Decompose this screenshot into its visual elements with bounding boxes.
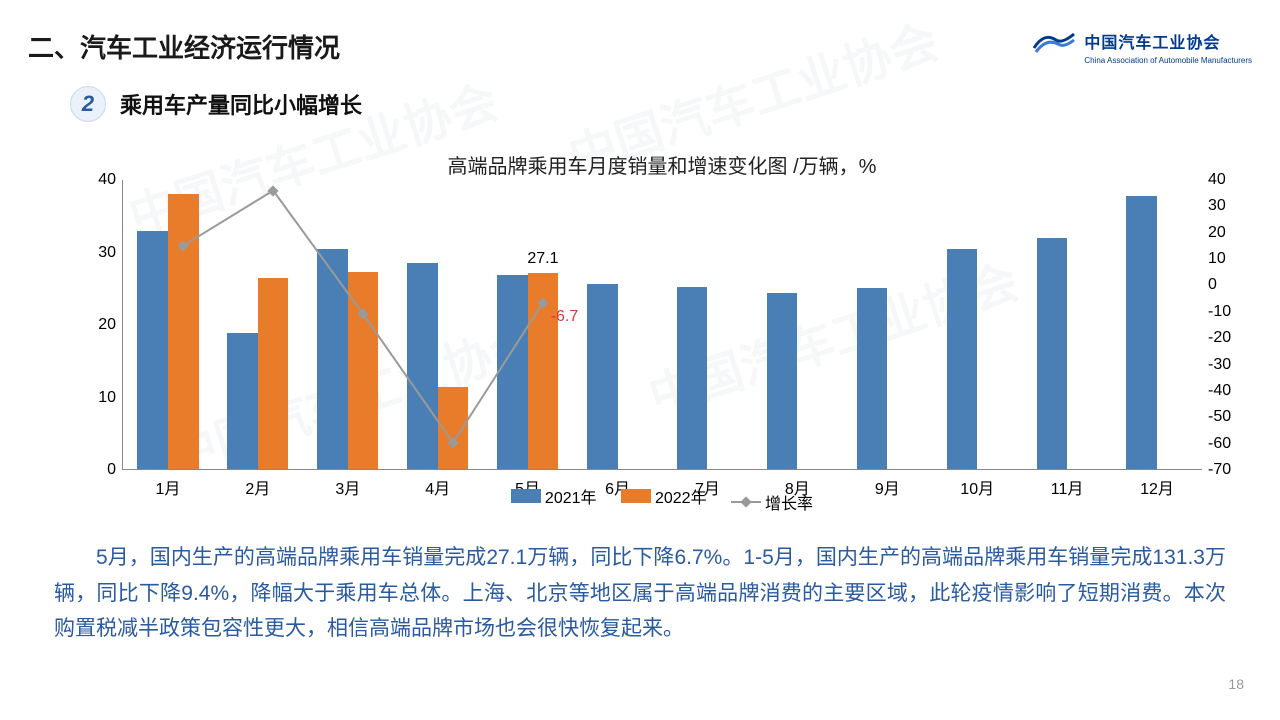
y-left-tick: 10 xyxy=(98,389,116,407)
section-title: 二、汽车工业经济运行情况 xyxy=(28,28,340,65)
y-right-tick: -20 xyxy=(1208,329,1231,347)
y-axis-right: -70-60-50-40-30-20-10010203040 xyxy=(1208,180,1248,470)
header: 二、汽车工业经济运行情况 中国汽车工业协会 China Association … xyxy=(28,28,1252,65)
y-right-tick: 0 xyxy=(1208,276,1217,294)
chart-title: 高端品牌乘用车月度销量和增速变化图 /万辆，% xyxy=(72,150,1252,179)
legend-2021: 2021年 xyxy=(511,484,597,508)
y-right-tick: -70 xyxy=(1208,461,1231,479)
subtitle: 乘用车产量同比小幅增长 xyxy=(120,88,362,120)
body-paragraph: 5月，国内生产的高端品牌乘用车销量完成27.1万辆，同比下降6.7%。1-5月，… xyxy=(54,540,1226,647)
y-right-tick: 10 xyxy=(1208,250,1226,268)
y-right-tick: 20 xyxy=(1208,224,1226,242)
y-right-tick: -50 xyxy=(1208,408,1231,426)
chart: 高端品牌乘用车月度销量和增速变化图 /万辆，% 0 10 20 30 40 -70 -60… xyxy=(72,150,1252,510)
y-left-tick: 20 xyxy=(98,316,116,334)
chart-plot: 010203040 -70-60-50-40-30-20-10010203040… xyxy=(82,180,1242,470)
page-number: 18 xyxy=(1228,676,1244,692)
logo-text-cn: 中国汽车工业协会 xyxy=(1084,29,1220,53)
y-right-tick: 30 xyxy=(1208,197,1226,215)
chart-legend: 2021年 2022年 增长率 xyxy=(72,484,1252,514)
subheading: 2 乘用车产量同比小幅增长 xyxy=(70,86,362,122)
y-axis-left: 010203040 xyxy=(76,180,116,470)
y-right-tick: -60 xyxy=(1208,435,1231,453)
legend-2022: 2022年 xyxy=(621,484,707,508)
y-left-tick: 0 xyxy=(107,461,116,479)
y-right-tick: -30 xyxy=(1208,356,1231,374)
y-right-tick: 40 xyxy=(1208,171,1226,189)
legend-growth: 增长率 xyxy=(731,490,813,514)
y-left-tick: 40 xyxy=(98,171,116,189)
y-left-tick: 30 xyxy=(98,244,116,262)
y-right-tick: -40 xyxy=(1208,382,1231,400)
section-number-badge: 2 xyxy=(70,86,106,122)
y-right-tick: -10 xyxy=(1208,303,1231,321)
plot-area: 27.1-6.7 1月2月3月4月5月6月7月8月9月10月11月12月 xyxy=(122,180,1202,470)
logo-icon xyxy=(1032,28,1076,54)
logo: 中国汽车工业协会 China Association of Automobile… xyxy=(1032,28,1252,65)
logo-text-en: China Association of Automobile Manufact… xyxy=(1084,56,1252,65)
